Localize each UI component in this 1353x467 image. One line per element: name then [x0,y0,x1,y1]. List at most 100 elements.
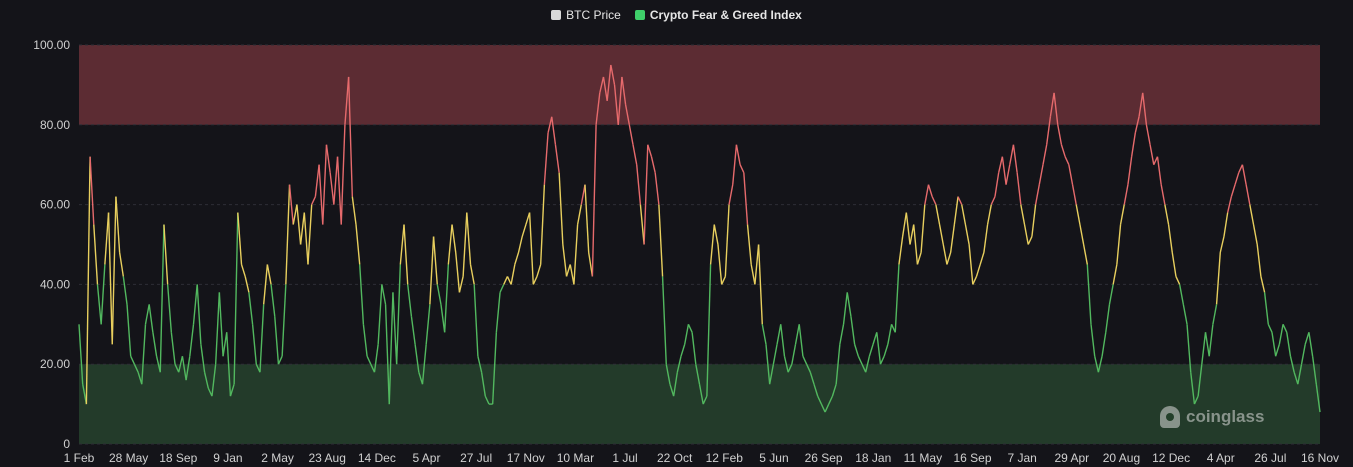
line-segment [1012,144,1018,173]
line-segment [399,224,405,265]
legend-item-btc-price[interactable]: BTC Price [551,8,621,22]
line-segment [909,224,915,245]
x-tick-label: 5 Jun [759,451,788,465]
y-tick-label: 60.00 [40,198,70,212]
line-segment [857,355,863,365]
line-segment [1304,332,1310,345]
x-tick-label: 1 Feb [64,451,95,465]
x-tick-label: 20 Aug [1103,451,1140,465]
line-segment [853,344,859,357]
line-segment [477,356,483,373]
y-tick-label: 40.00 [40,277,70,291]
line-segment [211,364,217,397]
legend-label-btc-price: BTC Price [566,8,621,22]
line-segment [1020,204,1026,225]
x-tick-label: 16 Sep [953,451,991,465]
line-segment [174,363,180,373]
line-segment [1138,92,1144,117]
line-segment [765,344,771,385]
x-tick-label: 7 Jan [1007,451,1036,465]
line-segment [307,204,313,265]
x-tick-label: 26 Jul [1254,451,1286,465]
line-segment [366,355,372,365]
line-segment [214,292,221,365]
line-segment [418,371,424,385]
line-segment [285,184,291,285]
line-segment [325,144,331,173]
line-segment [868,344,874,357]
line-segment [514,252,520,265]
line-segment [1245,184,1251,205]
x-tick-label: 29 Apr [1054,451,1089,465]
watermark-text: coinglass [1186,407,1265,426]
line-segment [554,144,560,173]
line-segment [107,212,113,345]
line-segment [1197,364,1203,397]
line-segment [244,276,250,293]
line-segment [1230,184,1236,197]
line-segment [277,355,283,365]
line-segment [883,344,889,357]
line-segment [1097,356,1103,373]
line-segment [732,144,738,185]
chart-legend: BTC Price Crypto Fear & Greed Index [0,8,1353,22]
x-tick-label: 12 Feb [706,451,744,465]
line-segment [1164,204,1170,225]
line-segment [218,292,224,357]
line-segment [192,284,198,325]
line-segment [717,244,723,285]
line-segment [351,196,357,225]
line-segment [780,324,786,357]
y-tick-label: 0 [63,437,70,451]
y-tick-label: 20.00 [40,357,70,371]
line-segment [983,224,989,253]
line-segment [248,292,254,325]
line-segment [166,284,173,333]
line-segment [104,212,110,265]
line-segment [447,224,453,265]
line-segment [262,264,269,305]
line-segment [824,403,830,413]
line-segment [672,372,679,397]
line-segment [724,204,730,277]
line-segment [1086,264,1092,325]
line-segment [1064,156,1070,165]
line-segment [842,292,848,325]
line-segment [333,156,339,205]
line-segment [1009,144,1015,165]
line-segment [768,364,775,385]
line-segment [1112,264,1118,285]
line-segment [1038,164,1044,185]
line-segment [949,224,956,253]
line-segment [1219,236,1225,253]
line-segment [1027,236,1033,245]
line-segment [89,156,95,225]
line-segment [1057,124,1063,145]
line-segment [990,196,996,205]
line-segment [986,204,992,225]
legend-item-fear-greed[interactable]: Crypto Fear & Greed Index [634,8,802,22]
line-segment [240,264,246,277]
line-segment [975,264,981,277]
line-segment [1034,184,1040,205]
line-segment [1079,224,1085,245]
line-segment [528,212,534,285]
line-segment [1060,144,1066,157]
line-segment [879,355,885,365]
line-segment [1149,144,1155,165]
line-segment [1293,371,1299,385]
line-segment [698,384,704,405]
line-segment [403,224,409,285]
line-segment [924,184,930,205]
line-segment [887,324,893,345]
line-segment [584,184,590,253]
line-segment [347,76,354,197]
line-segment [894,264,900,333]
line-segment [229,383,235,397]
line-segment [1275,344,1281,357]
line-segment [100,264,106,325]
line-segment [946,252,952,265]
line-segment [709,224,715,265]
btc-price-swatch [551,10,562,20]
